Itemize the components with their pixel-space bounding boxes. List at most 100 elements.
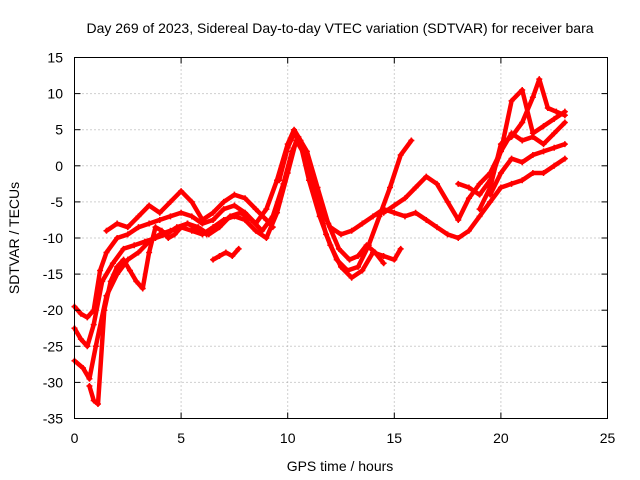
data-point xyxy=(229,253,236,260)
y-tick-label: -10 xyxy=(43,230,63,246)
data-point xyxy=(455,180,462,187)
data-point xyxy=(120,256,127,263)
data-point xyxy=(412,184,419,191)
data-point xyxy=(252,227,259,234)
series-s5 xyxy=(103,188,276,234)
data-point xyxy=(158,227,165,234)
series-s6 xyxy=(210,245,242,263)
data-point xyxy=(348,227,355,234)
data-point xyxy=(433,180,440,187)
series-s11 xyxy=(487,141,568,198)
x-tick-label: 5 xyxy=(177,430,185,446)
data-point xyxy=(529,94,536,101)
data-point xyxy=(120,245,127,252)
data-point xyxy=(124,224,131,231)
data-point xyxy=(114,263,121,270)
data-point xyxy=(540,141,547,148)
series-s9 xyxy=(455,86,568,198)
series-line xyxy=(477,76,568,212)
data-point xyxy=(476,206,483,213)
y-tick-label: -5 xyxy=(51,194,64,210)
data-point xyxy=(508,180,515,187)
data-point xyxy=(231,191,238,198)
data-point xyxy=(135,213,142,220)
data-point xyxy=(551,144,558,151)
data-point xyxy=(99,278,106,285)
data-point xyxy=(252,206,259,213)
data-point xyxy=(90,397,97,404)
data-point xyxy=(188,213,195,220)
data-point xyxy=(519,177,526,184)
data-point xyxy=(103,249,110,256)
data-point xyxy=(465,227,472,234)
data-point xyxy=(188,227,195,234)
data-point xyxy=(297,141,304,148)
data-point xyxy=(359,220,366,227)
data-point xyxy=(131,242,138,249)
data-point xyxy=(284,170,291,177)
data-point xyxy=(248,216,255,223)
data-point xyxy=(401,195,408,202)
data-point xyxy=(391,209,398,216)
data-point xyxy=(269,224,276,231)
data-point xyxy=(376,213,383,220)
y-tick-label: -35 xyxy=(43,411,63,427)
y-tick-label: 5 xyxy=(55,122,63,138)
data-point xyxy=(231,202,238,209)
x-tick-label: 20 xyxy=(493,430,509,446)
data-point xyxy=(519,86,526,93)
data-point xyxy=(216,253,223,260)
data-point xyxy=(107,278,114,285)
data-point xyxy=(133,278,140,285)
data-point xyxy=(553,108,560,115)
series-line xyxy=(72,138,414,382)
data-point xyxy=(210,216,217,223)
data-point xyxy=(263,216,270,223)
data-point xyxy=(455,235,462,241)
data-point xyxy=(348,274,355,281)
data-point xyxy=(465,195,472,202)
data-point xyxy=(156,231,163,238)
data-point xyxy=(365,242,372,249)
data-point xyxy=(242,195,249,202)
data-point xyxy=(263,206,270,213)
data-point xyxy=(325,220,332,227)
data-point xyxy=(135,249,142,256)
data-point xyxy=(359,267,366,274)
data-point xyxy=(210,256,217,263)
data-point xyxy=(465,184,472,191)
data-point xyxy=(165,235,172,241)
data-point xyxy=(551,162,558,169)
data-point xyxy=(561,119,568,126)
data-point xyxy=(178,188,185,195)
data-point xyxy=(423,216,430,223)
data-point xyxy=(114,220,121,227)
data-point xyxy=(335,245,342,252)
data-point xyxy=(346,256,353,263)
data-point xyxy=(184,220,191,227)
data-point xyxy=(497,141,504,148)
data-point xyxy=(178,224,185,231)
data-point xyxy=(167,227,174,234)
data-point xyxy=(408,137,415,144)
data-point xyxy=(97,267,104,274)
data-point xyxy=(114,235,121,241)
data-point xyxy=(487,191,494,198)
data-point xyxy=(387,184,394,191)
data-point xyxy=(94,401,101,408)
data-point xyxy=(476,213,483,220)
data-point xyxy=(210,224,217,231)
data-point xyxy=(90,321,97,328)
data-point xyxy=(237,209,244,216)
data-point xyxy=(487,198,494,205)
y-tick-label: 0 xyxy=(55,158,63,174)
data-point xyxy=(167,198,174,205)
data-point xyxy=(433,224,440,231)
data-point xyxy=(561,155,568,162)
data-point xyxy=(380,260,387,267)
series-s7 xyxy=(276,130,404,281)
data-point xyxy=(551,130,558,137)
data-point xyxy=(220,216,227,223)
